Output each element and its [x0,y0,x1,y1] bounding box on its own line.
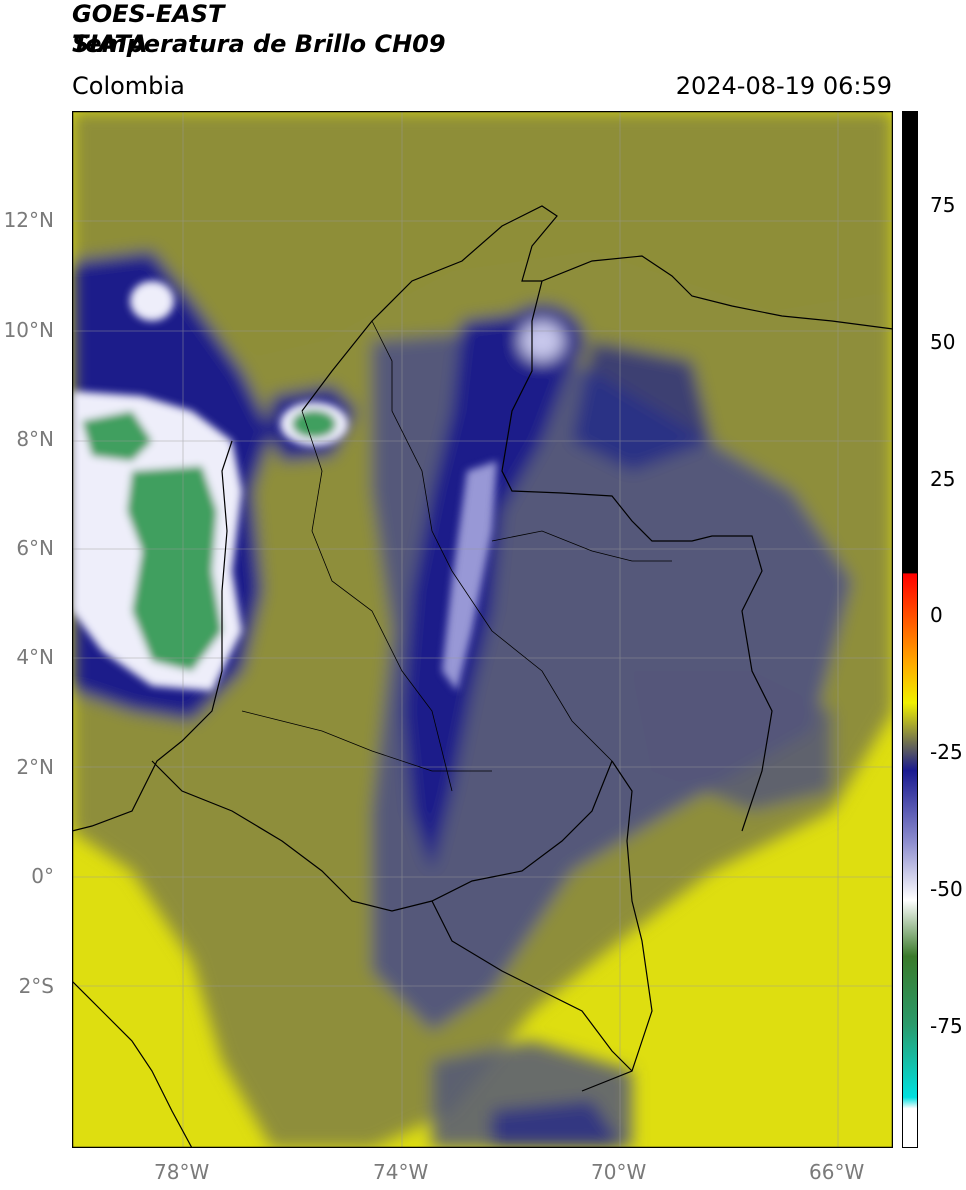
dept-lines-2 [371,320,613,762]
colorbar-label-75: 75 [930,193,956,217]
lat-label-0: 0° [31,864,54,888]
navy-andes [402,311,572,871]
lat-label-8n: 8°N [16,427,54,451]
green-cell-north [292,410,336,438]
lon-label-66w: 66°W [809,1160,865,1184]
white-cell-northeast [520,321,564,361]
colorbar-label-25: 25 [930,467,956,491]
border-colombia-venezuela [501,280,773,832]
colorbar [902,111,918,1148]
dept-lines-3 [241,710,492,772]
border-colombia-brazil [581,760,653,1092]
lon-label-78w: 78°W [154,1160,210,1184]
grid-lines [72,111,893,1148]
border-colombia-peru [431,900,633,1072]
lon-label-70w: 70°W [591,1160,647,1184]
dept-lines-4 [491,530,672,562]
datetime-label: 2024-08-19 06:59 [675,72,892,100]
agency-label: SIATA [72,30,148,58]
lat-label-2s: 2°S [18,974,54,998]
satellite-map [72,111,893,1148]
white-cell-caribbean [130,281,174,321]
colorbar-label-50: 50 [930,330,956,354]
green-pacific-core [127,466,222,671]
colorbar-fill [902,111,918,1148]
colorbar-label-minus25: -25 [930,740,963,764]
navy-south-core [492,1101,622,1148]
borders [72,205,893,1148]
colorbar-label-0: 0 [930,603,943,627]
map-frame [72,111,893,1148]
lat-label-10n: 10°N [3,318,54,342]
gray-blue-east [632,671,832,811]
olive-north [72,111,893,371]
cold-cloud-tops [72,281,497,691]
coastline-ecuador-peru [72,980,193,1148]
product-title: GOES-EAST [72,0,225,28]
colorbar-label-minus50: -50 [930,877,963,901]
lon-label-74w: 74°W [373,1160,429,1184]
region-label: Colombia [72,72,185,100]
lat-label-12n: 12°N [3,208,54,232]
lat-label-2n: 2°N [16,755,54,779]
product-subtitle: Temperatura de Brillo CH09 [72,30,446,58]
lat-label-6n: 6°N [16,536,54,560]
white-andes-streak [442,461,497,691]
green-pacific-lobe [82,411,152,461]
border-colombia-ecuador [151,760,613,912]
coastline-pacific [72,440,233,832]
navy-east-lobe [572,341,712,471]
colorbar-frame [902,111,918,1148]
coastline-caribbean [301,205,893,412]
lat-label-4n: 4°N [16,645,54,669]
dept-lines-1 [301,410,453,792]
colorbar-label-minus75: -75 [930,1014,963,1038]
